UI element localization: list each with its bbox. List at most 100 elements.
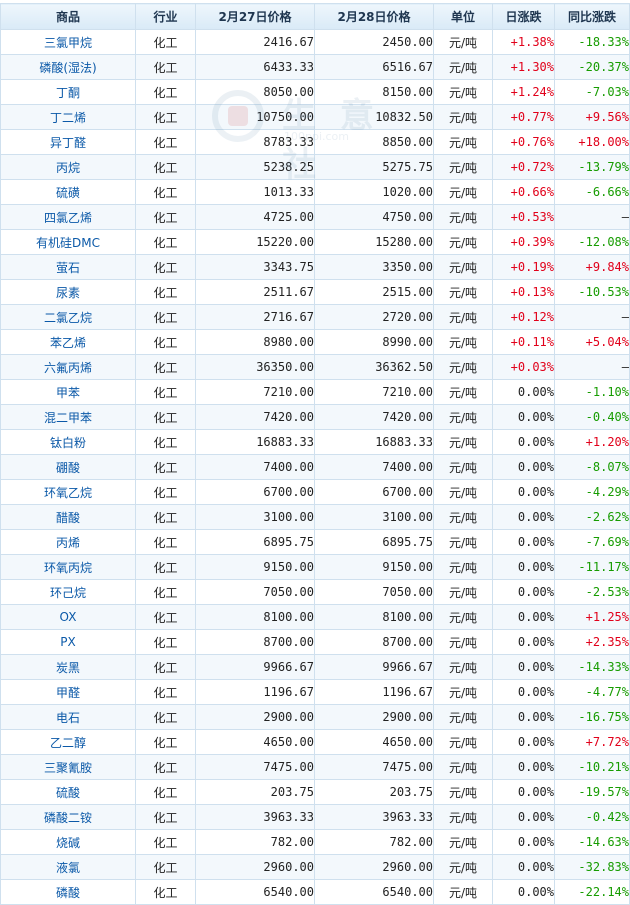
- yoy-change-cell: -2.62%: [554, 504, 630, 530]
- commodity-link[interactable]: 甲醛: [0, 679, 136, 705]
- industry-cell: 化工: [135, 229, 196, 255]
- price-feb27-cell: 3100.00: [195, 504, 315, 530]
- unit-cell: 元/吨: [433, 504, 493, 530]
- commodity-link[interactable]: 环氧乙烷: [0, 479, 136, 505]
- unit-cell: 元/吨: [433, 104, 493, 130]
- commodity-link[interactable]: 硫磺: [0, 179, 136, 205]
- commodity-link[interactable]: PX: [0, 629, 136, 655]
- commodity-link[interactable]: 环氧丙烷: [0, 554, 136, 580]
- commodity-link[interactable]: 磷酸二铵: [0, 804, 136, 830]
- header-commodity: 商品: [0, 3, 136, 30]
- daily-change-cell: 0.00%: [492, 829, 555, 855]
- yoy-change-cell: -16.75%: [554, 704, 630, 730]
- commodity-link[interactable]: 甲苯: [0, 379, 136, 405]
- commodity-link[interactable]: 二氯乙烷: [0, 304, 136, 330]
- commodity-link[interactable]: 硼酸: [0, 454, 136, 480]
- price-feb27-cell: 7050.00: [195, 579, 315, 605]
- price-feb28-cell: 10832.50: [314, 104, 434, 130]
- daily-change-cell: 0.00%: [492, 429, 555, 455]
- commodity-link[interactable]: 丁二烯: [0, 104, 136, 130]
- table-row: OX 化工 8100.00 8100.00 元/吨 0.00% +1.25%: [0, 604, 630, 630]
- price-feb28-cell: 2720.00: [314, 304, 434, 330]
- commodity-link[interactable]: 六氟丙烯: [0, 354, 136, 380]
- price-feb27-cell: 5238.25: [195, 154, 315, 180]
- price-feb27-cell: 6540.00: [195, 879, 315, 905]
- header-row: 商品 行业 2月27日价格 2月28日价格 单位 日涨跌 同比涨跌: [0, 3, 630, 30]
- table-row: 尿素 化工 2511.67 2515.00 元/吨 +0.13% -10.53%: [0, 279, 630, 305]
- commodity-link[interactable]: 磷酸(湿法): [0, 54, 136, 80]
- price-feb28-cell: 16883.33: [314, 429, 434, 455]
- commodity-link[interactable]: 液氯: [0, 854, 136, 880]
- industry-cell: 化工: [135, 754, 196, 780]
- yoy-change-cell: -13.79%: [554, 154, 630, 180]
- unit-cell: 元/吨: [433, 154, 493, 180]
- commodity-link[interactable]: OX: [0, 604, 136, 630]
- yoy-change-cell: —: [554, 354, 630, 380]
- commodity-link[interactable]: 萤石: [0, 254, 136, 280]
- unit-cell: 元/吨: [433, 604, 493, 630]
- unit-cell: 元/吨: [433, 704, 493, 730]
- yoy-change-cell: +7.72%: [554, 729, 630, 755]
- commodity-link[interactable]: 苯乙烯: [0, 329, 136, 355]
- price-feb27-cell: 8783.33: [195, 129, 315, 155]
- price-feb28-cell: 782.00: [314, 829, 434, 855]
- price-feb28-cell: 4750.00: [314, 204, 434, 230]
- commodity-link[interactable]: 丙烯: [0, 529, 136, 555]
- commodity-link[interactable]: 磷酸: [0, 879, 136, 905]
- header-unit: 单位: [433, 3, 493, 30]
- industry-cell: 化工: [135, 379, 196, 405]
- commodity-link[interactable]: 丙烷: [0, 154, 136, 180]
- unit-cell: 元/吨: [433, 304, 493, 330]
- commodity-link[interactable]: 乙二醇: [0, 729, 136, 755]
- commodity-link[interactable]: 尿素: [0, 279, 136, 305]
- commodity-link[interactable]: 异丁醛: [0, 129, 136, 155]
- commodity-link[interactable]: 烧碱: [0, 829, 136, 855]
- price-feb28-cell: 6516.67: [314, 54, 434, 80]
- table-row: 环己烷 化工 7050.00 7050.00 元/吨 0.00% -2.53%: [0, 579, 630, 605]
- unit-cell: 元/吨: [433, 554, 493, 580]
- table-row: 甲醛 化工 1196.67 1196.67 元/吨 0.00% -4.77%: [0, 679, 630, 705]
- price-feb28-cell: 7050.00: [314, 579, 434, 605]
- commodity-link[interactable]: 三聚氰胺: [0, 754, 136, 780]
- industry-cell: 化工: [135, 679, 196, 705]
- price-feb27-cell: 7210.00: [195, 379, 315, 405]
- commodity-link[interactable]: 钛白粉: [0, 429, 136, 455]
- daily-change-cell: +0.72%: [492, 154, 555, 180]
- commodity-link[interactable]: 有机硅DMC: [0, 229, 136, 255]
- table-row: 磷酸二铵 化工 3963.33 3963.33 元/吨 0.00% -0.42%: [0, 804, 630, 830]
- commodity-link[interactable]: 混二甲苯: [0, 404, 136, 430]
- unit-cell: 元/吨: [433, 854, 493, 880]
- yoy-change-cell: -4.77%: [554, 679, 630, 705]
- industry-cell: 化工: [135, 579, 196, 605]
- commodity-link[interactable]: 硫酸: [0, 779, 136, 805]
- daily-change-cell: 0.00%: [492, 379, 555, 405]
- commodity-link[interactable]: 三氯甲烷: [0, 29, 136, 55]
- commodity-link[interactable]: 丁酮: [0, 79, 136, 105]
- yoy-change-cell: -6.66%: [554, 179, 630, 205]
- price-feb27-cell: 8980.00: [195, 329, 315, 355]
- table-row: 烧碱 化工 782.00 782.00 元/吨 0.00% -14.63%: [0, 829, 630, 855]
- price-feb27-cell: 6895.75: [195, 529, 315, 555]
- unit-cell: 元/吨: [433, 779, 493, 805]
- commodity-link[interactable]: 醋酸: [0, 504, 136, 530]
- price-feb28-cell: 2450.00: [314, 29, 434, 55]
- commodity-link[interactable]: 四氯乙烯: [0, 204, 136, 230]
- industry-cell: 化工: [135, 329, 196, 355]
- daily-change-cell: 0.00%: [492, 529, 555, 555]
- industry-cell: 化工: [135, 104, 196, 130]
- price-feb28-cell: 203.75: [314, 779, 434, 805]
- table-row: 六氟丙烯 化工 36350.00 36362.50 元/吨 +0.03% —: [0, 354, 630, 380]
- price-feb28-cell: 36362.50: [314, 354, 434, 380]
- price-feb28-cell: 5275.75: [314, 154, 434, 180]
- yoy-change-cell: —: [554, 304, 630, 330]
- price-feb27-cell: 2716.67: [195, 304, 315, 330]
- commodity-link[interactable]: 环己烷: [0, 579, 136, 605]
- commodity-link[interactable]: 电石: [0, 704, 136, 730]
- daily-change-cell: 0.00%: [492, 579, 555, 605]
- price-feb27-cell: 2416.67: [195, 29, 315, 55]
- industry-cell: 化工: [135, 54, 196, 80]
- daily-change-cell: +0.12%: [492, 304, 555, 330]
- price-feb28-cell: 4650.00: [314, 729, 434, 755]
- commodity-link[interactable]: 炭黑: [0, 654, 136, 680]
- price-feb27-cell: 1196.67: [195, 679, 315, 705]
